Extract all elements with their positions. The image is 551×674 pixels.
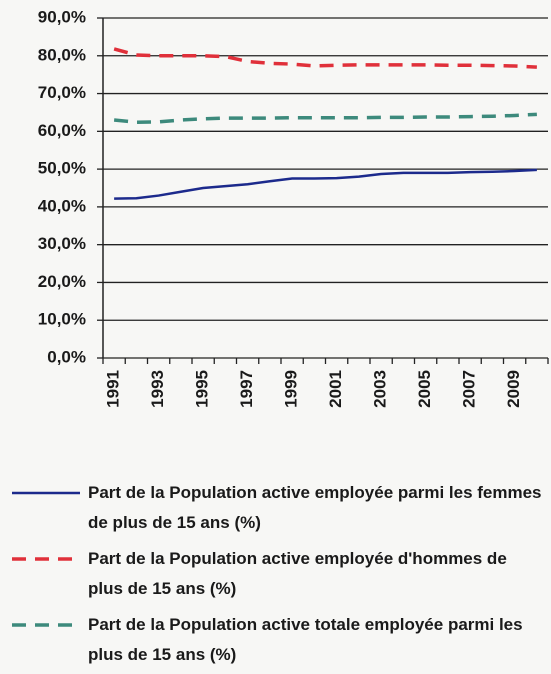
chart: 0,0% 10,0% 20,0% 30,0% 40,0% 50,0% 60,0% 70,0% 8… <box>38 7 549 408</box>
legend-label: Part de la Population active employée pa… <box>88 483 542 532</box>
legend-swatch <box>12 623 80 627</box>
x-tick-label: 1999 <box>282 370 301 408</box>
legend-swatch <box>12 491 80 495</box>
x-tick-label: 1991 <box>104 370 123 408</box>
x-tick-label: 2005 <box>415 370 434 408</box>
legend-label: Part de la Population active totale empl… <box>88 615 523 664</box>
legend-entry: Part de la Population active employée pa… <box>0 478 551 542</box>
series-line <box>114 168 537 200</box>
y-tick-label: 0,0% <box>47 347 86 366</box>
x-tick-label: 2001 <box>326 370 345 408</box>
legend-label: Part de la Population active employée d'… <box>88 549 507 598</box>
x-tick-label: 1993 <box>148 370 167 408</box>
series-line <box>113 112 537 125</box>
y-tick-label: 40,0% <box>38 196 86 215</box>
x-tick-label: 2009 <box>504 370 523 408</box>
legend-entry: Part de la Population active employée d'… <box>0 544 551 608</box>
series-line <box>113 47 537 69</box>
y-tick-label: 80,0% <box>38 45 86 64</box>
x-tick-label: 2003 <box>371 370 390 408</box>
y-tick-label: 10,0% <box>38 310 86 329</box>
y-tick-label: 70,0% <box>38 83 86 102</box>
legend-entry: Part de la Population active totale empl… <box>0 610 551 674</box>
legend-swatch <box>12 557 80 561</box>
y-tick-label: 90,0% <box>38 7 86 26</box>
y-tick-label: 50,0% <box>38 159 86 178</box>
x-tick-label: 1995 <box>193 370 212 408</box>
y-tick-label: 60,0% <box>38 121 86 140</box>
y-tick-label: 20,0% <box>38 272 86 291</box>
x-tick-label: 1997 <box>237 370 256 408</box>
x-tick-label: 2007 <box>460 370 479 408</box>
y-tick-label: 30,0% <box>38 234 86 253</box>
